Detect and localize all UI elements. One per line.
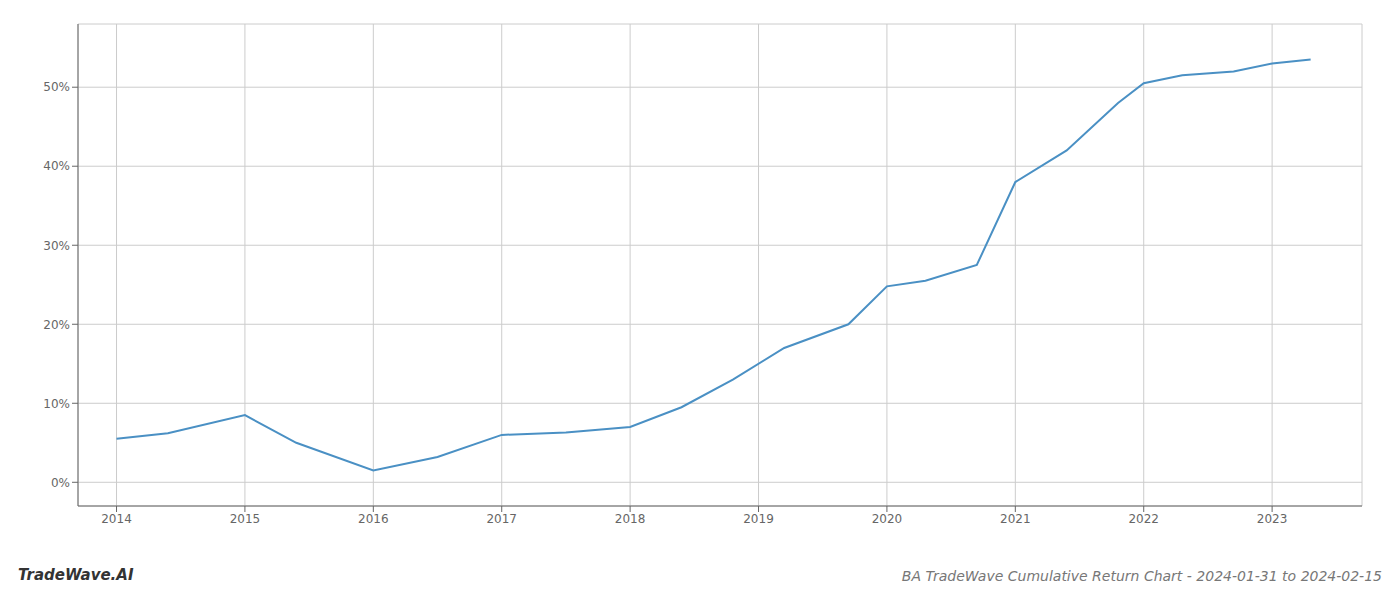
html-text:BA TradeWave Cumulative Return: BA TradeWave Cumulative Return Chart - 2… bbox=[901, 568, 1382, 584]
svg-text:2018: 2018 bbox=[615, 512, 646, 526]
svg-text:50%: 50% bbox=[43, 80, 70, 94]
svg-text:2022: 2022 bbox=[1128, 512, 1159, 526]
svg-text:2023: 2023 bbox=[1257, 512, 1288, 526]
svg-text:10%: 10% bbox=[43, 397, 70, 411]
svg-text:2014: 2014 bbox=[101, 512, 132, 526]
svg-text:30%: 30% bbox=[43, 239, 70, 253]
svg-text:2021: 2021 bbox=[1000, 512, 1031, 526]
svg-text:0%: 0% bbox=[51, 476, 70, 490]
svg-text:2015: 2015 bbox=[230, 512, 261, 526]
svg-text:20%: 20% bbox=[43, 318, 70, 332]
svg-text:2016: 2016 bbox=[358, 512, 389, 526]
svg-text:2017: 2017 bbox=[486, 512, 517, 526]
svg-text:40%: 40% bbox=[43, 159, 70, 173]
html-text:TradeWave.AI: TradeWave.AI bbox=[18, 566, 134, 584]
svg-text:2019: 2019 bbox=[743, 512, 774, 526]
svg-text:2020: 2020 bbox=[872, 512, 903, 526]
